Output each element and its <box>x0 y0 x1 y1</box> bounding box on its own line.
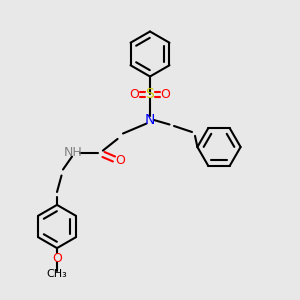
Text: CH₃: CH₃ <box>46 268 68 279</box>
Text: S: S <box>146 88 154 101</box>
Text: O: O <box>130 88 139 101</box>
Text: O: O <box>115 154 125 167</box>
Text: O: O <box>161 88 170 101</box>
Text: NH: NH <box>64 146 83 160</box>
Text: N: N <box>145 113 155 127</box>
Text: O: O <box>52 252 62 265</box>
